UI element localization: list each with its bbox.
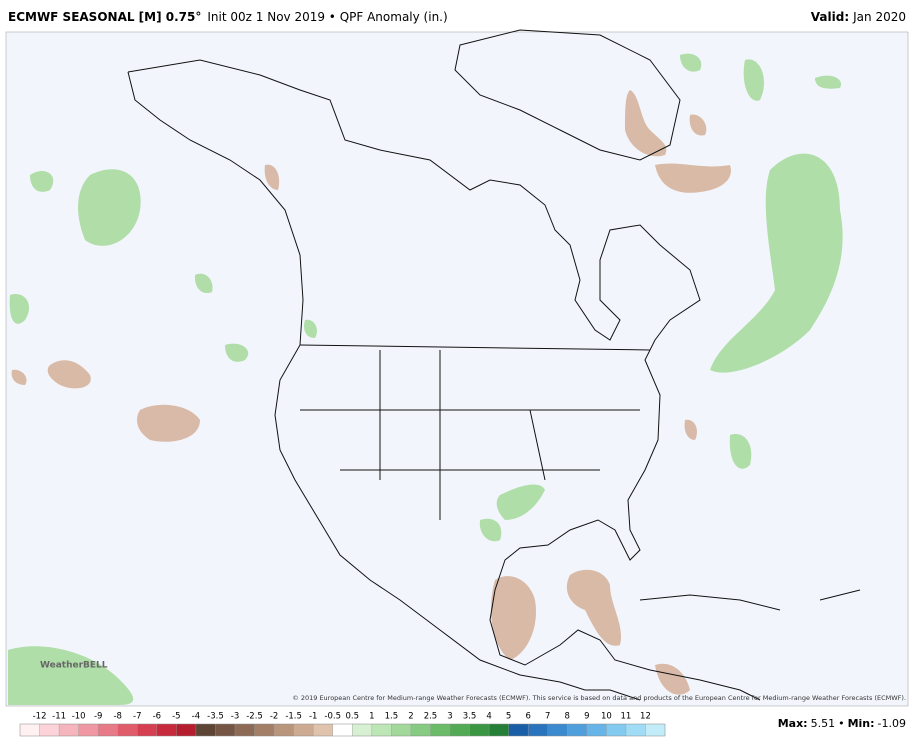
colorbar-label: 1 [369,712,374,722]
colorbar: -12 -11 -10 -9 -8 -7 -6 -5 -4 -3.5 -3 -2.5 -2 -1.5 -1-… [19,712,666,737]
colorbar-label: -2 [270,712,278,722]
colorbar-label: -7 [133,712,141,722]
colorbar-label: -12 [33,712,47,722]
colorbar-label: 3.5 [463,712,477,722]
colorbar-segment [469,724,490,736]
colorbar-label: 6 [525,712,530,722]
valid: Valid: Jan 2020 [811,10,906,24]
colorbar-segment [645,724,666,736]
colorbar-label: -5 [172,712,180,722]
colorbar-segment [586,724,607,736]
map-background [5,31,909,707]
colorbar-label: 7 [545,712,550,722]
subtitle: Init 00z 1 Nov 2019 • QPF Anomaly (in.) [207,10,447,24]
colorbar-segment [117,724,138,736]
colorbar-label: -3 [231,712,239,722]
valid-label: Valid: [811,10,849,24]
title: ECMWF SEASONAL [M] 0.75° [8,10,201,24]
colorbar-segment [98,724,119,736]
colorbar-segment [254,724,275,736]
colorbar-label: 9 [584,712,589,722]
colorbar-label: 3 [447,712,452,722]
colorbar-segment [20,724,40,736]
colorbar-segment [235,724,255,736]
coastlines [127,29,861,701]
valid-value: Jan 2020 [852,10,906,24]
colorbar-label: 2 [408,712,413,722]
colorbar-label: 10 [601,712,612,722]
colorbar-segment [39,724,60,736]
wet-anomalies [8,53,843,705]
min-value: -1.09 [878,717,906,730]
colorbar-label: -4 [192,712,200,722]
colorbar-segment [293,724,314,736]
colorbar-segment [625,724,646,736]
colorbar-label: 8 [565,712,570,722]
colorbar-label: -10 [72,712,86,722]
max-value: 5.51 [811,717,836,730]
colorbar-segment [59,724,79,736]
colorbar-label: 11 [620,712,631,722]
stats: Max: 5.51 • Min: -1.09 [778,717,906,730]
colorbar-segment [371,724,392,736]
min-label: Min: [848,717,875,730]
colorbar-label: 1.5 [385,712,399,722]
colorbar-segment [528,724,549,736]
colorbar-segment [332,724,353,736]
credit: © 2019 European Centre for Medium-range … [292,694,906,702]
colorbar-segment [547,724,568,736]
colorbar-segment [352,724,373,736]
colorbar-segment [176,724,197,736]
dry-anomalies [11,90,731,695]
colorbar-label: 12 [640,712,651,722]
colorbar-label: 0.5 [346,712,360,722]
colorbar-label: -1 [309,712,317,722]
colorbar-label: -2.5 [246,712,263,722]
colorbar-segment [606,724,627,736]
colorbar-segment [215,724,236,736]
colorbar-segment [78,724,99,736]
colorbar-label: -0.5 [324,712,341,722]
logo: WeatherBELL [40,661,108,671]
colorbar-segment [274,724,294,736]
colorbar-segment [430,724,451,736]
separator: • [838,717,845,730]
colorbar-segment [567,724,588,736]
colorbar-label: 2.5 [424,712,438,722]
colorbar-label: 5 [506,712,511,722]
max-label: Max: [778,717,808,730]
colorbar-label: 4 [486,712,491,722]
colorbar-label: -1.5 [285,712,302,722]
colorbar-label: -8 [113,712,121,722]
colorbar-frame [19,723,666,737]
colorbar-label: -11 [52,712,66,722]
header: ECMWF SEASONAL [M] 0.75° Init 00z 1 Nov 2… [8,10,448,24]
colorbar-label: -3.5 [207,712,224,722]
map: WeatherBELL © 2019 European Centre for M… [5,29,909,707]
colorbar-segment [489,724,509,736]
colorbar-segment [195,724,216,736]
colorbar-segment [313,724,334,736]
colorbar-label: -6 [153,712,161,722]
colorbar-segment [410,724,431,736]
colorbar-segment [391,724,412,736]
colorbar-segment [508,724,529,736]
colorbar-segment [450,724,470,736]
colorbar-segment [137,724,158,736]
colorbar-segment [156,724,177,736]
colorbar-label: -9 [94,712,102,722]
